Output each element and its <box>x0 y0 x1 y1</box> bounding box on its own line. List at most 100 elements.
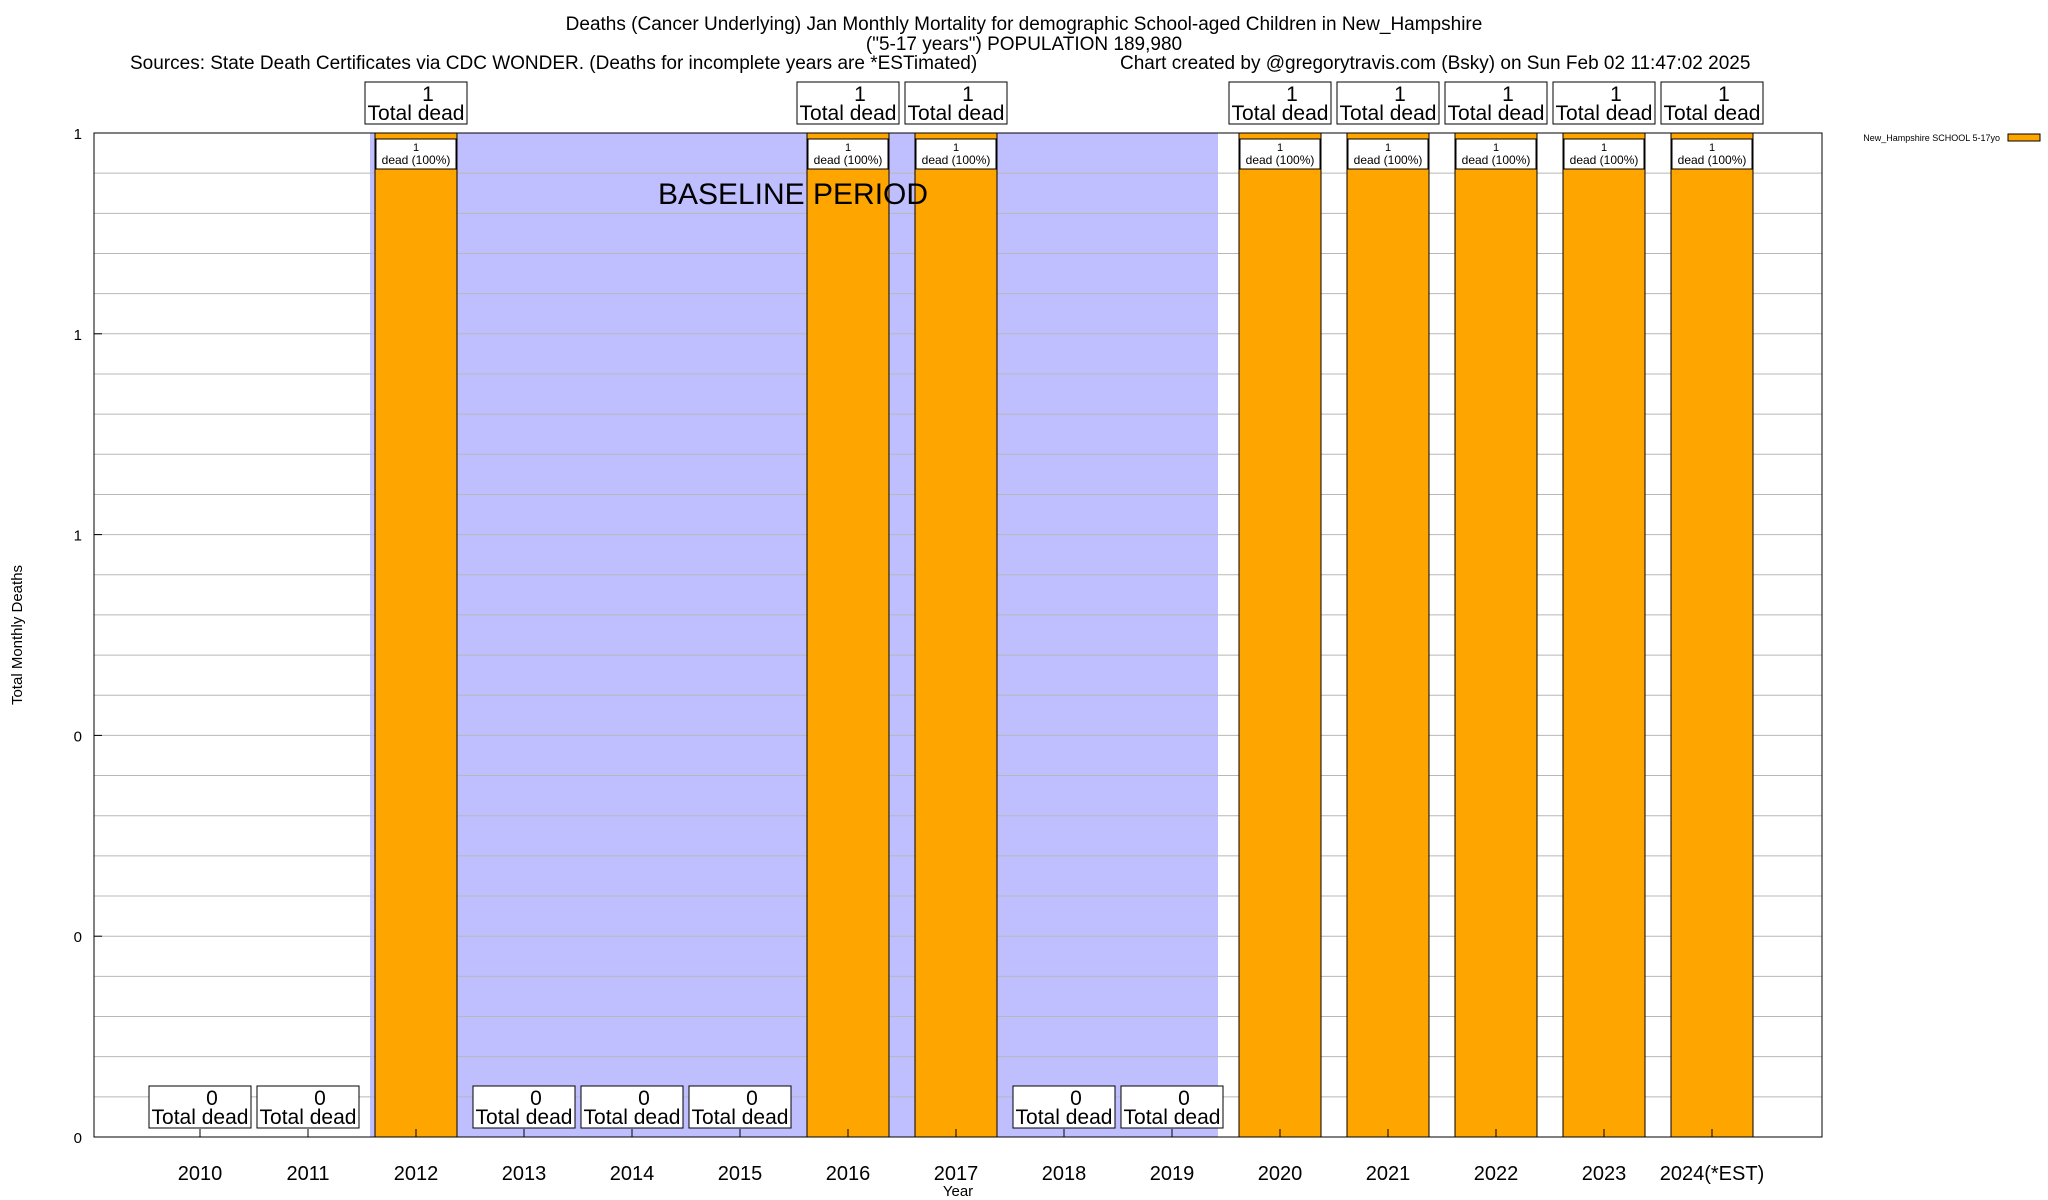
total-label-box <box>688 1085 792 1129</box>
x-tick-label: 2010 <box>178 1163 223 1185</box>
total-label-box <box>580 1085 684 1129</box>
x-tick-label: 2017 <box>934 1163 979 1185</box>
bar-label-percent: dead (100%) <box>1246 153 1315 167</box>
bar-label-percent: dead (100%) <box>1354 153 1423 167</box>
total-label-value: 1 <box>962 83 974 106</box>
total-label-value: 1 <box>1394 83 1406 106</box>
bar-2017 <box>914 132 998 1138</box>
total-label-box <box>1120 1085 1224 1129</box>
bar-2023 <box>1562 132 1646 1138</box>
bar-label-value: 1 <box>953 142 959 154</box>
total-label-text: Total dead <box>1124 1106 1221 1129</box>
bar-2022 <box>1454 132 1538 1138</box>
total-label-value: 1 <box>854 83 866 106</box>
legend: New_Hampshire SCHOOL 5-17yo <box>1863 133 2041 143</box>
total-label-box <box>1336 81 1440 125</box>
total-label-text: Total dead <box>1340 102 1437 125</box>
bar-2020 <box>1238 132 1322 1138</box>
x-tick-label: 2023 <box>1582 1163 1627 1185</box>
total-label-value: 0 <box>1070 1087 1082 1110</box>
total-label-box <box>904 81 1008 125</box>
total-label-box <box>796 81 900 125</box>
x-tick-label: 2011 <box>286 1163 329 1185</box>
x-tick-label: 2014 <box>610 1163 655 1185</box>
total-label-text: Total dead <box>692 1106 789 1129</box>
total-label-text: Total dead <box>1664 102 1761 125</box>
plot-frame <box>93 132 1823 1138</box>
bar-label-box <box>1455 138 1537 170</box>
total-label-text: Total dead <box>260 1106 357 1129</box>
total-label-value: 1 <box>1502 83 1514 106</box>
bar-label-box <box>1563 138 1645 170</box>
total-label-text: Total dead <box>368 102 465 125</box>
x-tick-label: 2018 <box>1042 1163 1087 1185</box>
total-label-value: 1 <box>422 83 434 106</box>
total-label-box <box>1012 1085 1116 1129</box>
total-label-text: Total dead <box>152 1106 249 1129</box>
bar-2024(*EST) <box>1670 132 1754 1138</box>
total-label-box <box>1552 81 1656 125</box>
y-tick-label: 1 <box>74 327 82 344</box>
total-label-text: Total dead <box>1556 102 1653 125</box>
total-label-text: Total dead <box>476 1106 573 1129</box>
baseline-period-band <box>370 133 1218 1137</box>
bar-label-value: 1 <box>413 142 419 154</box>
bar-label-box <box>1239 138 1321 170</box>
total-label-box <box>148 1085 252 1129</box>
x-tick-label: 2024(*EST) <box>1660 1163 1765 1185</box>
total-label-value: 0 <box>314 1087 326 1110</box>
total-label-text: Total dead <box>908 102 1005 125</box>
y-tick-label: 0 <box>74 929 82 946</box>
total-label-box <box>364 81 468 125</box>
y-axis-label: Total Monthly Deaths <box>9 565 26 705</box>
total-label-text: Total dead <box>800 102 897 125</box>
y-tick-label: 1 <box>74 528 82 545</box>
x-tick-label: 2015 <box>718 1163 763 1185</box>
chart-source-note: Sources: State Death Certificates via CD… <box>130 53 978 74</box>
bar-label-percent: dead (100%) <box>1570 153 1639 167</box>
x-tick-label: 2021 <box>1366 1163 1411 1185</box>
bar-2012 <box>374 132 458 1138</box>
bar-label-value: 1 <box>845 142 851 154</box>
total-label-text: Total dead <box>1448 102 1545 125</box>
bar-label-percent: dead (100%) <box>922 153 991 167</box>
bar-label-percent: dead (100%) <box>382 153 451 167</box>
chart-title: Deaths (Cancer Underlying) Jan Monthly M… <box>565 14 1483 35</box>
y-tick-label: 1 <box>74 126 82 143</box>
bar-label-box <box>915 138 997 170</box>
legend-swatch <box>2007 133 2041 142</box>
total-label-box <box>1228 81 1332 125</box>
bar-label-percent: dead (100%) <box>814 153 883 167</box>
y-tick-label: 0 <box>74 1130 82 1147</box>
total-label-value: 0 <box>746 1087 758 1110</box>
total-label-value: 1 <box>1286 83 1298 106</box>
total-label-text: Total dead <box>584 1106 681 1129</box>
total-label-box <box>472 1085 576 1129</box>
bar-label-percent: dead (100%) <box>1462 153 1531 167</box>
x-tick-label: 2016 <box>826 1163 871 1185</box>
bar-label-value: 1 <box>1277 142 1283 154</box>
chart-subtitle: ("5-17 years") POPULATION 189,980 <box>865 34 1183 55</box>
total-label-box <box>1444 81 1548 125</box>
y-tick-label: 0 <box>74 728 82 745</box>
legend-label: New_Hampshire SCHOOL 5-17yo <box>1863 133 2000 143</box>
x-tick-label: 2020 <box>1258 1163 1303 1185</box>
